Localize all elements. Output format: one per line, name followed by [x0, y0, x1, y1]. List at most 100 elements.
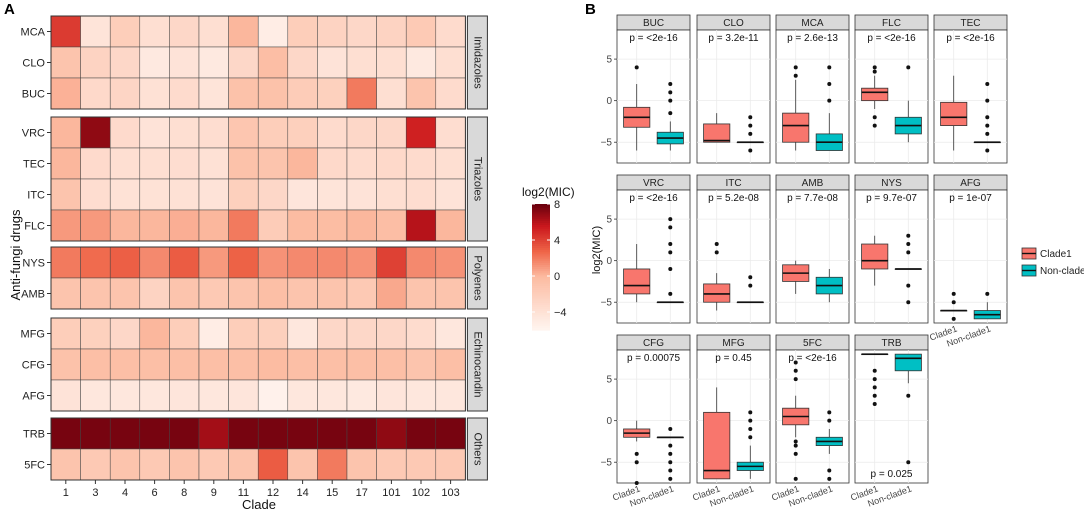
heat-cell — [169, 116, 200, 149]
legend-gradient-step — [532, 225, 550, 228]
heat-cell — [50, 209, 81, 242]
heat-cell — [405, 147, 437, 180]
heat-cell — [257, 15, 289, 48]
y-tick-label: 0 — [606, 416, 612, 427]
heat-cell — [435, 116, 466, 149]
heat-cell — [287, 15, 318, 48]
heat-cell — [198, 209, 229, 242]
heat-cell — [376, 15, 407, 48]
box-clade1 — [782, 112, 810, 143]
heat-cell — [287, 178, 318, 211]
drug-label: VRC — [22, 128, 45, 140]
legend-gradient-step — [532, 222, 550, 226]
legend-tick-label: 4 — [554, 235, 560, 247]
outlier-point — [634, 460, 639, 465]
outlier-point — [906, 65, 911, 70]
legend-gradient-step — [532, 267, 550, 270]
panel-label-a: A — [4, 1, 15, 18]
outlier-point — [668, 250, 673, 255]
heat-cell — [50, 317, 81, 350]
outlier-point — [793, 65, 798, 70]
heat-cell — [317, 379, 348, 412]
heat-cell — [376, 46, 407, 79]
heat-cell — [139, 116, 170, 149]
heat-cell — [228, 448, 259, 481]
outlier-point — [985, 291, 990, 296]
clade-label: 3 — [92, 487, 98, 499]
p-value-label: p = <2e-16 — [788, 353, 837, 364]
heat-cell — [80, 116, 111, 149]
facet-title: CLO — [723, 18, 744, 29]
x-axis-title: Clade — [242, 497, 276, 510]
legend-label: Non-clade1 — [1040, 266, 1084, 277]
legend-gradient-step — [532, 206, 550, 209]
heat-cell — [139, 277, 170, 310]
facet-plot-area — [854, 349, 929, 484]
outlier-point — [634, 481, 639, 485]
outlier-point — [714, 250, 719, 255]
heat-cell — [257, 348, 289, 381]
legend-gradient-step — [532, 279, 550, 283]
heat-cell — [435, 147, 466, 180]
heat-cell — [405, 209, 437, 242]
drug-label: AMB — [21, 289, 45, 301]
legend-gradient-step — [532, 313, 550, 316]
heat-cell — [169, 277, 200, 310]
heat-cell — [169, 178, 200, 211]
facet-flc: FLC p = <2e-16 — [854, 14, 929, 164]
heat-cell — [405, 379, 437, 412]
heat-cell — [346, 46, 377, 79]
heat-cell — [198, 147, 229, 180]
outlier-point — [668, 266, 673, 271]
outlier-point — [748, 115, 753, 120]
heat-cell — [257, 317, 289, 350]
y-tick-label: −5 — [601, 298, 613, 309]
legend-gradient-step — [532, 248, 550, 251]
heat-cell — [376, 209, 407, 242]
heat-cell — [317, 448, 348, 481]
legend-gradient-step — [532, 229, 550, 232]
clade-label: 101 — [382, 487, 400, 499]
panel-label-b: B — [585, 1, 596, 18]
y-tick-label: 0 — [606, 256, 612, 267]
heat-cell — [109, 379, 141, 412]
facet-title: 5FC — [803, 338, 822, 349]
legend-gradient-step — [532, 250, 550, 253]
heat-cell — [169, 15, 200, 48]
heat-cell — [198, 116, 229, 149]
heat-cell — [405, 317, 437, 350]
legend-gradient-step — [532, 212, 550, 216]
heat-cell — [287, 379, 318, 412]
heat-cell — [376, 147, 407, 180]
outlier-point — [872, 69, 877, 74]
legend-gradient-step — [532, 235, 550, 239]
clade-label: 103 — [441, 487, 459, 499]
outlier-point — [748, 123, 753, 128]
outlier-point — [793, 443, 798, 448]
heat-cell — [346, 147, 377, 180]
outlier-point — [827, 468, 832, 473]
p-value-label: p = <2e-16 — [629, 193, 678, 204]
legend-gradient-step — [532, 233, 550, 237]
boxplot-panel: BUC p = <2e-16 −5 0 5 CLO p = 3.2e-11 MCA p = 2.… — [591, 14, 1008, 509]
outlier-point — [793, 476, 798, 481]
facet-vrc: VRC p = <2e-16 −5 0 5 — [601, 174, 691, 324]
outlier-point — [827, 476, 832, 481]
legend-gradient-step — [532, 239, 550, 243]
group-strip-label: Echinocandin — [471, 331, 483, 397]
legend-gradient-step — [532, 218, 550, 222]
heat-cell — [435, 448, 466, 481]
p-value-label: p = 5.2e-08 — [708, 193, 759, 204]
p-value-label: p = 1e-07 — [949, 193, 992, 204]
outlier-point — [714, 242, 719, 247]
heat-cell — [228, 379, 259, 412]
drug-label: 5FC — [24, 460, 45, 472]
heat-cell — [435, 348, 466, 381]
heat-cell — [198, 277, 229, 310]
box-clade1 — [861, 243, 889, 270]
box-clade1 — [861, 87, 889, 102]
outlier-point — [668, 443, 673, 448]
legend-gradient-step — [532, 260, 550, 264]
drug-label: ITC — [27, 190, 45, 202]
